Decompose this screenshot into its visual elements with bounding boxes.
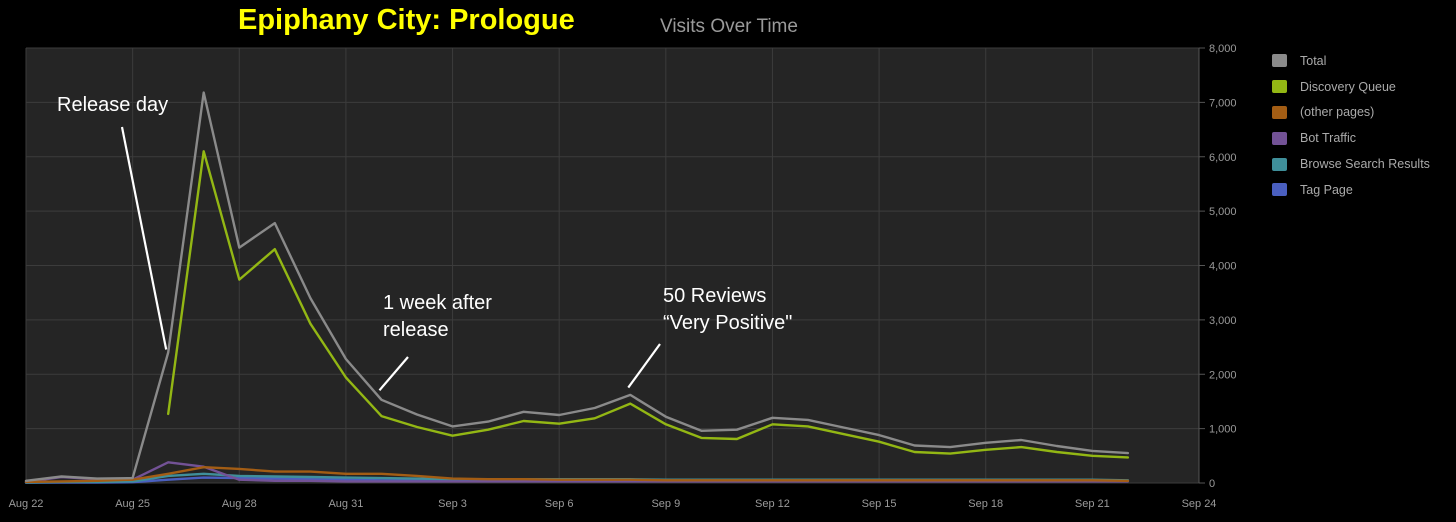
legend: Total Discovery Queue (other pages) Bot Tra… (1272, 48, 1430, 203)
x-tick-label: Sep 18 (968, 498, 1003, 510)
x-tick-label: Aug 25 (115, 498, 150, 510)
annotation-pointer (627, 343, 661, 389)
legend-swatch (1272, 183, 1287, 197)
x-tick-label: Sep 12 (755, 498, 790, 510)
legend-item[interactable]: Discovery Queue (1272, 74, 1430, 100)
legend-swatch (1272, 54, 1287, 68)
x-tick-label: Sep 6 (545, 498, 574, 510)
legend-label: Bot Traffic (1300, 131, 1357, 146)
x-tick-label: Sep 3 (438, 498, 467, 510)
legend-label: Tag Page (1300, 182, 1353, 197)
annotation-text: 50 Reviews (663, 285, 766, 307)
y-tick-label: 8,000 (1209, 43, 1237, 55)
x-tick-label: Sep 9 (651, 498, 680, 510)
y-tick-label: 1,000 (1209, 424, 1237, 436)
x-tick-label: Sep 15 (862, 498, 897, 510)
y-tick-label: 0 (1209, 478, 1215, 490)
annotation-pointer (120, 126, 168, 350)
series-line-total (24, 91, 1130, 482)
y-tick-label: 3,000 (1209, 315, 1237, 327)
legend-item[interactable]: Browse Search Results (1272, 151, 1430, 177)
annotation-pointer (378, 356, 409, 391)
chart-title: Visits Over Time (660, 16, 798, 37)
annotation-text: Release day (57, 94, 168, 116)
legend-label: (other pages) (1300, 105, 1375, 120)
annotation-text: release (383, 319, 449, 341)
series-line-other-pages (24, 466, 1130, 484)
annotation-text: “Very Positive" (663, 312, 792, 334)
y-tick-label: 5,000 (1209, 206, 1237, 218)
legend-swatch (1272, 131, 1287, 145)
legend-swatch (1272, 157, 1287, 171)
annotation-text: 1 week after (383, 292, 492, 314)
x-tick-label: Aug 31 (328, 498, 363, 510)
legend-label: Discovery Queue (1300, 79, 1396, 94)
y-tick-label: 4,000 (1209, 261, 1237, 273)
y-tick-label: 2,000 (1209, 369, 1237, 381)
legend-item[interactable]: (other pages) (1272, 100, 1430, 126)
legend-label: Total (1300, 53, 1327, 68)
x-tick-label: Sep 24 (1182, 498, 1217, 510)
legend-item[interactable]: Total (1272, 48, 1430, 74)
x-tick-label: Aug 22 (9, 498, 44, 510)
x-tick-label: Aug 28 (222, 498, 257, 510)
series-line-discovery-queue (166, 150, 1130, 459)
legend-swatch (1272, 80, 1287, 94)
legend-item[interactable]: Bot Traffic (1272, 125, 1430, 151)
legend-swatch (1272, 105, 1287, 119)
app-title: Epiphany City: Prologue (238, 4, 575, 36)
y-tick-label: 7,000 (1209, 97, 1237, 109)
legend-item[interactable]: Tag Page (1272, 177, 1430, 203)
y-tick-label: 6,000 (1209, 152, 1237, 164)
x-tick-label: Sep 21 (1075, 498, 1110, 510)
legend-label: Browse Search Results (1300, 157, 1430, 172)
